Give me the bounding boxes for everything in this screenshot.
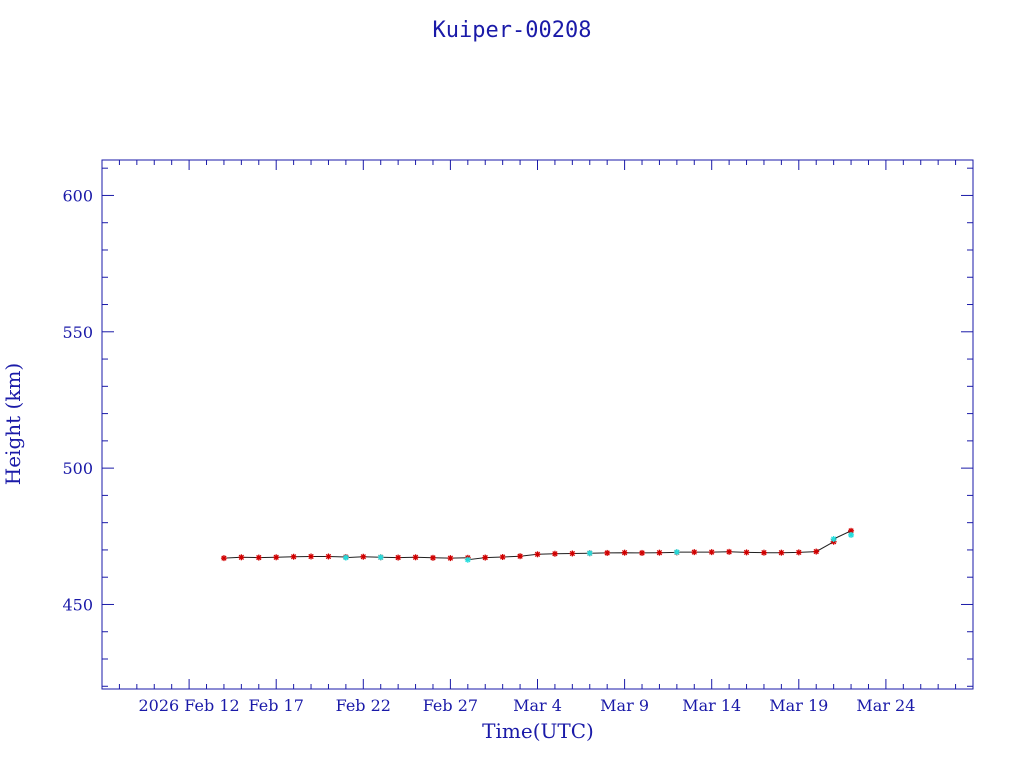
x-axis-label: Time(UTC) — [482, 719, 594, 743]
data-point — [377, 554, 384, 561]
data-point — [290, 553, 297, 560]
data-point — [429, 554, 436, 561]
data-point — [464, 556, 471, 563]
y-tick-label: 500 — [62, 459, 93, 478]
data-points — [220, 527, 855, 563]
data-point — [238, 554, 245, 561]
data-point — [760, 549, 767, 556]
x-tick-label: Mar 14 — [682, 696, 741, 715]
data-point — [360, 553, 367, 560]
y-axis-label: Height (km) — [1, 363, 25, 485]
data-point — [255, 554, 262, 561]
data-point — [517, 553, 524, 560]
data-point — [726, 548, 733, 555]
y-tick-label: 600 — [62, 186, 93, 205]
x-tick-label: Mar 24 — [856, 696, 915, 715]
data-point — [569, 550, 576, 557]
data-point — [813, 548, 820, 555]
y-tick-labels: 450 500 550 600 — [62, 186, 93, 614]
data-point — [639, 549, 646, 556]
y-tick-label: 450 — [62, 595, 93, 614]
data-point — [412, 554, 419, 561]
x-tick-label: 2026 Feb 12 — [139, 696, 240, 715]
data-point — [342, 554, 349, 561]
data-point — [673, 549, 680, 556]
x-tick-label: Feb 17 — [249, 696, 304, 715]
data-point — [551, 550, 558, 557]
data-point — [482, 554, 489, 561]
axis-ticks — [102, 160, 973, 689]
data-point — [656, 549, 663, 556]
data-point — [586, 550, 593, 557]
x-tick-label: Mar 9 — [600, 696, 649, 715]
data-point — [848, 531, 855, 538]
data-point — [830, 536, 837, 543]
chart-title: Kuiper-00208 — [433, 18, 592, 43]
data-point — [604, 549, 611, 556]
y-tick-label: 550 — [62, 323, 93, 342]
data-point — [273, 554, 280, 561]
data-point — [691, 549, 698, 556]
x-tick-label: Mar 4 — [513, 696, 562, 715]
x-tick-label: Feb 22 — [336, 696, 391, 715]
x-tick-labels: 2026 Feb 12 Feb 17 Feb 22 Feb 27 Mar 4 Mar 9 M… — [139, 696, 916, 715]
data-point — [447, 555, 454, 562]
data-point — [499, 554, 506, 561]
data-point — [621, 549, 628, 556]
data-point — [795, 549, 802, 556]
data-point — [308, 553, 315, 560]
plot-frame — [101, 159, 974, 690]
x-tick-label: Feb 27 — [423, 696, 478, 715]
data-point — [708, 549, 715, 556]
data-point — [325, 553, 332, 560]
data-point — [778, 549, 785, 556]
data-point — [220, 555, 227, 562]
data-point — [395, 554, 402, 561]
data-point — [743, 549, 750, 556]
x-tick-label: Mar 19 — [769, 696, 828, 715]
data-point — [534, 551, 541, 558]
